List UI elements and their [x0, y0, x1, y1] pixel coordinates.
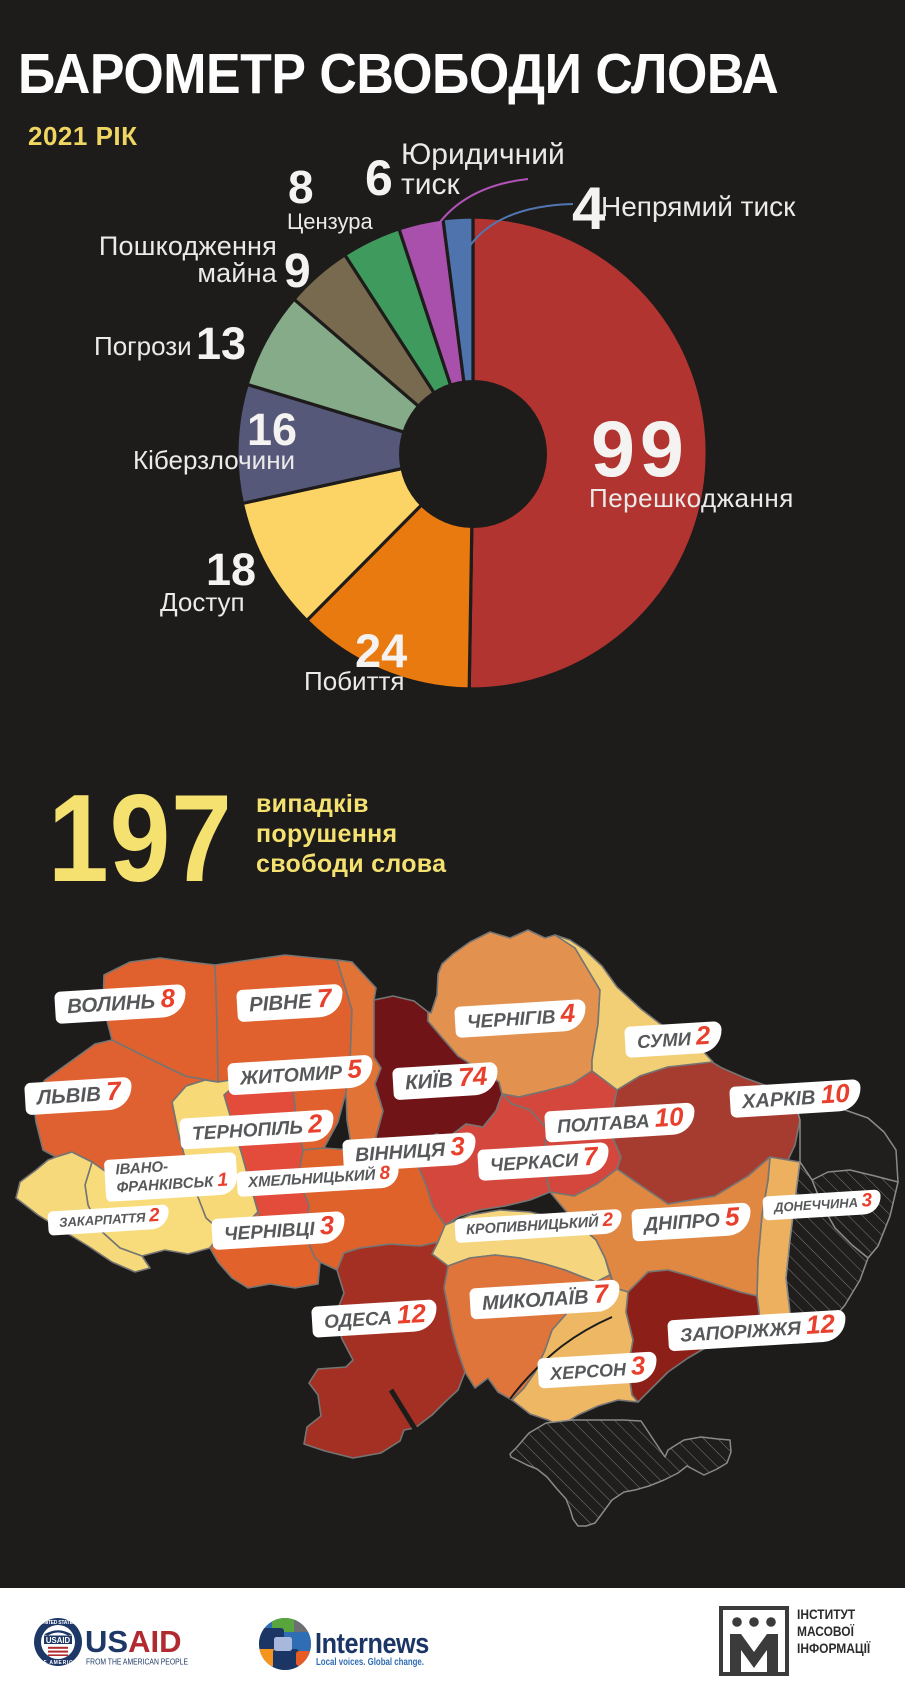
svg-text:OF AMERICA: OF AMERICA — [39, 1660, 77, 1666]
svg-text:UNITED STATES: UNITED STATES — [40, 1620, 77, 1626]
svg-text:ІНФОРМАЦІЇ: ІНФОРМАЦІЇ — [797, 1640, 871, 1656]
svg-text:FROM THE AMERICAN PEOPLE: FROM THE AMERICAN PEOPLE — [86, 1657, 188, 1667]
svg-text:USAID: USAID — [85, 1624, 181, 1659]
svg-text:USAID: USAID — [46, 1636, 71, 1645]
svg-text:Local voices. Global change.: Local voices. Global change. — [316, 1656, 424, 1668]
svg-text:Internews: Internews — [315, 1626, 429, 1659]
svg-text:ІНСТИТУТ: ІНСТИТУТ — [797, 1606, 855, 1622]
svg-text:МАСОВОЇ: МАСОВОЇ — [797, 1623, 854, 1639]
